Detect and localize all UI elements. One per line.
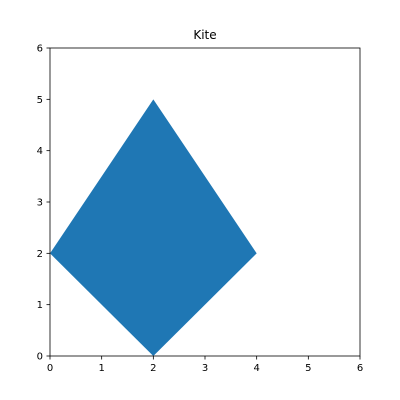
x-tick-label: 0 <box>47 363 53 374</box>
x-tick-label: 1 <box>98 363 104 374</box>
y-tick-label: 0 <box>37 352 43 363</box>
y-tick-label: 1 <box>37 300 43 311</box>
x-tick-label: 4 <box>253 363 259 374</box>
chart-title: Kite <box>193 28 216 42</box>
x-axis: 0 1 2 3 4 5 6 <box>47 356 363 374</box>
plot-area <box>50 99 257 356</box>
x-tick-label: 3 <box>202 363 208 374</box>
y-tick-label: 6 <box>37 44 43 55</box>
y-axis: 0 1 2 3 4 5 6 <box>37 44 50 363</box>
y-tick-label: 5 <box>37 95 43 106</box>
x-tick-label: 2 <box>150 363 156 374</box>
kite-polygon <box>50 99 257 356</box>
x-tick-label: 6 <box>357 363 363 374</box>
y-tick-label: 4 <box>37 146 43 157</box>
y-tick-label: 2 <box>37 249 43 260</box>
x-tick-label: 5 <box>305 363 311 374</box>
y-tick-label: 3 <box>37 198 43 209</box>
